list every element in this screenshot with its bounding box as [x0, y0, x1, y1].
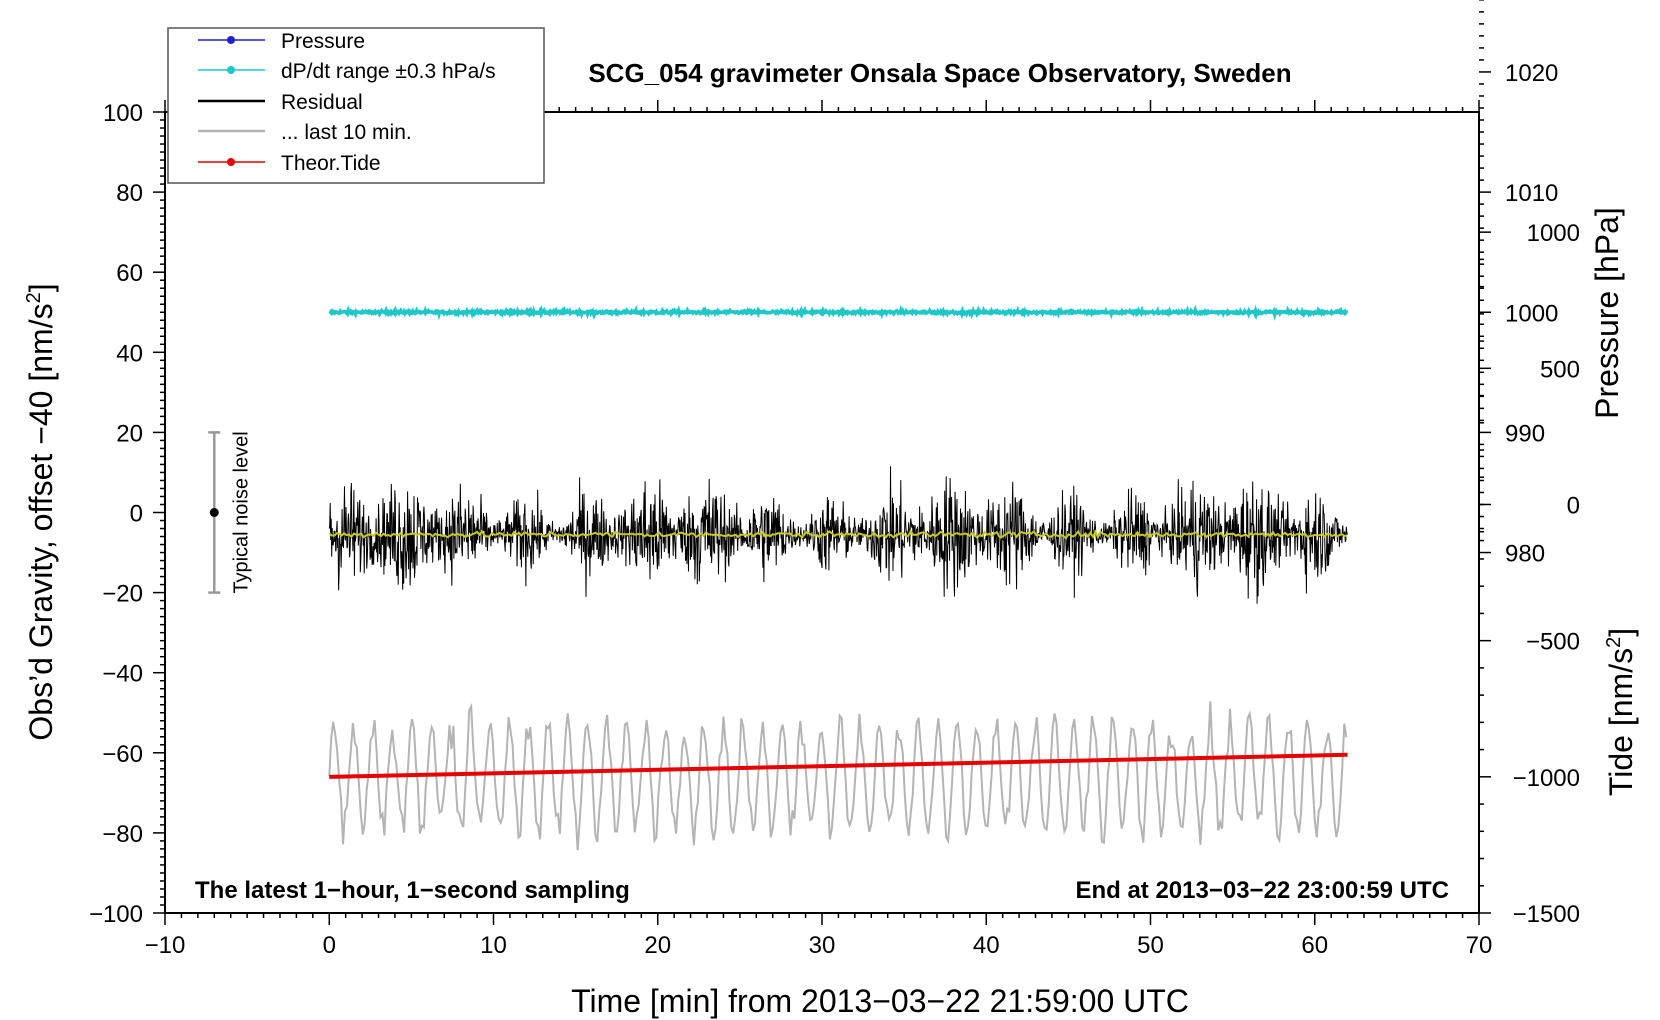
x-tick-label: 0 — [323, 932, 336, 959]
y-tick-label: 0 — [130, 501, 143, 528]
legend-label-last10: ... last 10 min. — [281, 121, 412, 144]
tide-tick-label: −1500 — [1513, 901, 1580, 928]
plot-series — [328, 304, 1349, 851]
residual-mean-line — [328, 529, 1347, 540]
note-end-time: End at 2013−03−22 23:00:59 UTC — [1075, 877, 1449, 904]
y-axis-title: Obs’d Gravity, offset −40 [nm/s2] — [23, 283, 59, 740]
y-tick-label: 100 — [103, 100, 143, 127]
x-axis-title: Time [min] from 2013−03−22 21:59:00 UTC — [571, 983, 1189, 1019]
pressure-tick-label: 1020 — [1505, 60, 1558, 87]
legend-dot-pressure — [227, 36, 235, 44]
y-tick-label: −80 — [102, 821, 143, 848]
tide-axis-title-main: Tide [nm/s — [1603, 648, 1639, 796]
y-tick-label: −20 — [102, 581, 143, 608]
y-tick-label: 40 — [116, 340, 143, 367]
y-axis-title-sup: 2 — [23, 292, 45, 303]
legend-label-pressure: Pressure — [281, 30, 365, 53]
legend-dot-tide — [227, 158, 235, 166]
dpdt-series-line — [328, 304, 1349, 322]
pressure-axis-title: Pressure [hPa] — [1589, 207, 1625, 419]
pressure-tick-label: 990 — [1505, 420, 1545, 447]
y-tick-label: 80 — [116, 180, 143, 207]
tide-tick-label: 500 — [1540, 356, 1580, 383]
y-tick-label: 20 — [116, 420, 143, 447]
x-tick-label: 40 — [973, 932, 1000, 959]
tide-series-line — [329, 752, 1348, 779]
y-axis-title-main: Obs’d Gravity, offset −40 [nm/s — [23, 303, 59, 740]
axis-tick-labels: −10 0 10 20 30 40 50 60 70−100−80−60−40−20020406… — [89, 60, 1580, 959]
y-tick-label: −60 — [102, 741, 143, 768]
noise-level-label: Typical noise level — [230, 431, 252, 593]
note-latest-hour: The latest 1−hour, 1−second sampling — [195, 877, 630, 904]
tide-tick-label: −500 — [1526, 629, 1580, 656]
legend: Pressure dP/dt range ±0.3 hPa/s Residual… — [167, 27, 545, 184]
last10-series-line — [328, 701, 1348, 851]
pressure-tick-label: 980 — [1505, 541, 1545, 568]
y-tick-label: 60 — [116, 260, 143, 287]
noise-level-indicator — [208, 431, 221, 594]
x-tick-label: 70 — [1466, 932, 1493, 959]
pressure-tick-label: 1010 — [1505, 180, 1558, 207]
x-tick-label: −10 — [145, 932, 186, 959]
x-tick-label: 10 — [480, 932, 507, 959]
tide-tick-label: 0 — [1567, 492, 1580, 519]
tide-axis-title-end: ] — [1603, 628, 1639, 637]
y-tick-label: −100 — [89, 901, 143, 928]
residual-series-line — [328, 466, 1348, 604]
tide-axis-title-sup: 2 — [1603, 637, 1625, 648]
x-tick-label: 20 — [644, 932, 671, 959]
x-tick-label: 60 — [1301, 932, 1328, 959]
pressure-tick-label: 1000 — [1505, 300, 1558, 327]
legend-label-residual: Residual — [281, 91, 363, 114]
x-tick-label: 30 — [809, 932, 836, 959]
x-tick-label: 50 — [1137, 932, 1164, 959]
legend-dot-dpdt — [227, 66, 235, 74]
y-axis-title-end: ] — [23, 283, 59, 292]
legend-label-tide: Theor.Tide — [281, 152, 381, 175]
legend-label-dpdt: dP/dt range ±0.3 hPa/s — [281, 60, 496, 83]
chart-title: SCG_054 gravimeter Onsala Space Observat… — [588, 58, 1291, 88]
tide-axis-title: Tide [nm/s2] — [1603, 628, 1639, 796]
legend-box — [167, 27, 545, 184]
tide-tick-label: −1000 — [1513, 765, 1580, 792]
y-tick-label: −40 — [102, 661, 143, 688]
tide-tick-label: 1000 — [1527, 220, 1580, 247]
noise-bar-center-dot — [209, 508, 219, 517]
